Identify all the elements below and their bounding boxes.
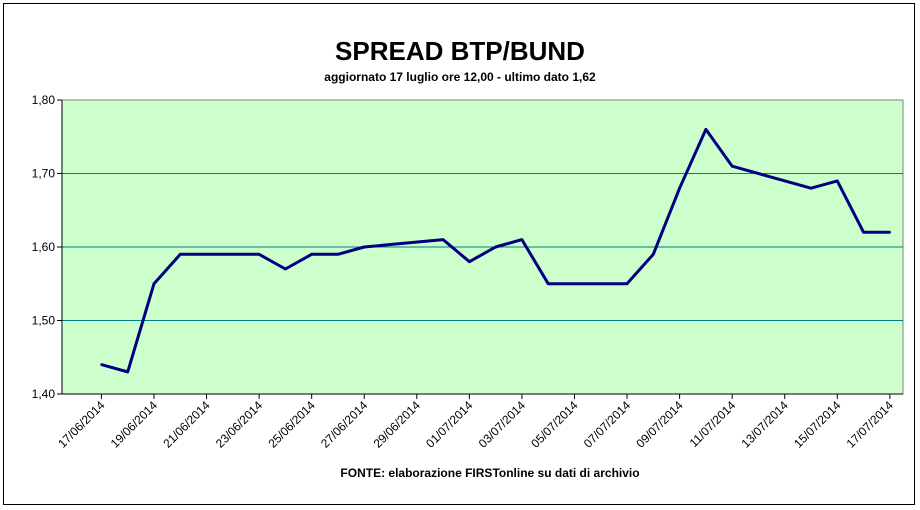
data-point xyxy=(520,238,524,241)
y-tick-label: 1,80 xyxy=(32,93,56,107)
x-tick-label: 25/06/2014 xyxy=(265,398,318,451)
data-point xyxy=(862,231,865,234)
x-tick-label: 19/06/2014 xyxy=(108,398,161,451)
chart-source-note: FONTE: elaborazione FIRSTonline su dati … xyxy=(340,466,640,480)
data-point xyxy=(809,187,813,190)
data-point xyxy=(284,267,287,271)
chart-subtitle: aggiornato 17 luglio ore 12,00 - ultimo … xyxy=(324,70,596,84)
y-axis-ticks: 1,80 1,70 1,60 1,50 1,40 xyxy=(32,93,62,401)
data-point xyxy=(441,238,445,241)
x-tick-label: 07/07/2014 xyxy=(581,398,634,451)
data-point xyxy=(336,253,340,256)
x-tick-label: 03/07/2014 xyxy=(476,398,529,451)
x-tick-label: 05/07/2014 xyxy=(528,398,581,451)
data-point xyxy=(310,253,313,256)
data-point xyxy=(547,282,550,285)
x-tick-label: 29/06/2014 xyxy=(371,398,424,451)
data-point xyxy=(625,282,629,285)
x-tick-label: 01/07/2014 xyxy=(423,398,476,451)
y-tick-label: 1,60 xyxy=(32,240,56,254)
data-point xyxy=(678,187,681,190)
series-lines xyxy=(100,127,892,374)
x-tick-label: 11/07/2014 xyxy=(687,398,739,450)
data-point xyxy=(100,363,103,366)
x-tick-label: 17/07/2014 xyxy=(844,398,897,451)
data-point xyxy=(494,245,497,249)
x-tick-label: 27/06/2014 xyxy=(318,398,371,451)
y-tick-label: 1,40 xyxy=(32,387,56,401)
x-axis-ticks: 17/06/2014 19/06/2014 21/06/2014 23/06/2014… xyxy=(55,394,896,451)
data-point xyxy=(363,245,366,249)
x-tick-label: 09/07/2014 xyxy=(633,398,686,451)
data-point xyxy=(730,164,734,168)
y-tick-label: 1,70 xyxy=(32,167,56,181)
y-tick-label: 1,50 xyxy=(32,314,56,328)
x-tick-label: 15/07/2014 xyxy=(791,398,844,451)
data-point xyxy=(152,282,156,285)
data-point xyxy=(126,370,129,374)
data-point xyxy=(257,253,261,256)
data-point xyxy=(468,260,471,263)
data-point xyxy=(704,128,708,131)
data-point xyxy=(888,231,892,234)
x-tick-label: 21/06/2014 xyxy=(160,398,213,451)
data-point xyxy=(179,253,182,256)
x-tick-label: 17/06/2014 xyxy=(55,398,108,451)
data-point xyxy=(836,179,839,183)
data-point xyxy=(652,253,655,256)
x-tick-label: 13/07/2014 xyxy=(738,398,791,451)
x-tick-label: 23/06/2014 xyxy=(213,398,266,451)
chart-title: SPREAD BTP/BUND xyxy=(335,36,585,66)
